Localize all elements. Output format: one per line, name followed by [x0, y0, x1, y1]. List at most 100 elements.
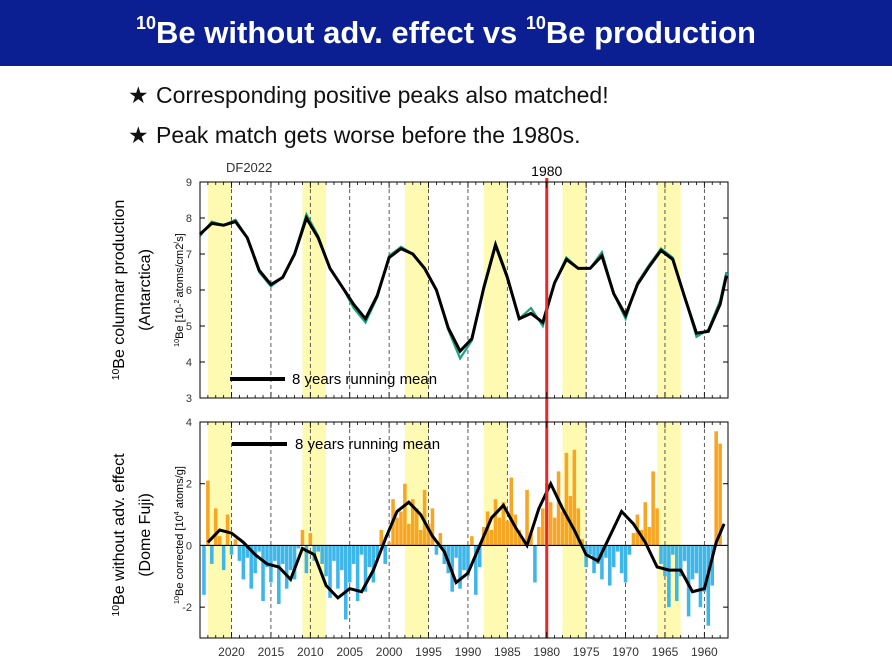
bar	[477, 545, 482, 568]
bar	[241, 545, 246, 580]
bottom-legend-label: 8 years running mean	[295, 436, 440, 453]
top-highlight-band	[404, 182, 429, 398]
top-highlight-band	[207, 182, 232, 398]
bar	[288, 545, 293, 571]
bottom-y-tick-label: -2	[182, 602, 192, 614]
x-tick-label: 2015	[258, 645, 285, 659]
bar	[529, 533, 533, 546]
x-tick-label: 1985	[494, 645, 521, 659]
bar	[217, 536, 222, 546]
top-y-tick-label: 9	[186, 177, 192, 189]
dataset-label: DF2022	[226, 160, 272, 175]
bar	[556, 471, 561, 546]
bar	[682, 545, 687, 561]
bar	[292, 545, 297, 580]
title-bar: 10Be without adv. effect vs 10Be product…	[0, 0, 892, 66]
bar	[407, 523, 411, 546]
top-y-tick-label: 4	[186, 357, 192, 369]
bottom-plot-frame	[199, 421, 729, 639]
bar	[245, 545, 250, 558]
bar	[434, 545, 439, 555]
star-icon: ★	[128, 122, 149, 148]
bar	[411, 499, 415, 546]
bar	[631, 533, 636, 546]
raw-series-line	[199, 211, 728, 361]
bar	[509, 477, 514, 546]
bar	[265, 545, 269, 568]
top-highlight-band	[657, 182, 681, 398]
bar	[403, 483, 407, 546]
bar	[261, 545, 265, 601]
bullet-text-1: Corresponding positive peaks also matche…	[156, 82, 609, 108]
x-tick-label: 1960	[691, 645, 718, 659]
bar	[541, 508, 545, 546]
bar	[718, 443, 722, 546]
bar	[458, 545, 462, 589]
bullet-item-2: ★ Peak match gets worse before the 1980s.	[128, 122, 580, 149]
bar	[655, 508, 659, 546]
top-y-axis-title: 10Be columnar production	[111, 200, 129, 381]
bar	[300, 530, 305, 546]
bar	[564, 452, 569, 546]
bar	[454, 545, 458, 558]
x-tick-label: 1995	[415, 645, 442, 659]
bar	[580, 539, 584, 546]
bar	[588, 545, 592, 555]
bar	[249, 545, 253, 589]
bar	[210, 545, 214, 564]
bar	[474, 545, 478, 595]
bottom-y-tick-label: 0	[186, 540, 192, 552]
bar	[710, 545, 715, 586]
x-tick-label: 2020	[218, 645, 245, 659]
bar	[359, 545, 364, 555]
bar	[399, 511, 403, 546]
bar	[651, 471, 655, 546]
bar	[505, 520, 510, 546]
bar	[367, 545, 372, 568]
bar	[643, 502, 648, 546]
bottom-y-tick-label: 4	[186, 417, 192, 429]
top-highlight-band	[483, 182, 508, 398]
bar	[395, 517, 399, 546]
top-y-axis-subtitle: (Antarctica)	[137, 249, 154, 331]
bottom-running-mean-line	[206, 480, 726, 600]
bar	[608, 545, 612, 586]
bar	[332, 545, 336, 561]
bar	[533, 545, 537, 583]
x-tick-label: 2005	[336, 645, 363, 659]
bar	[233, 539, 238, 546]
bar	[694, 545, 699, 574]
bar	[698, 545, 703, 608]
star-icon: ★	[128, 82, 149, 108]
bar	[489, 530, 494, 546]
bar	[324, 545, 328, 577]
x-tick-label: 1975	[573, 645, 600, 659]
x-tick-label: 2010	[297, 645, 324, 659]
top-legend-label: 8 years running mean	[292, 371, 437, 388]
bar	[517, 530, 521, 546]
bar	[202, 545, 206, 595]
x-tick-label: 1990	[455, 645, 482, 659]
bar	[237, 545, 242, 561]
bar	[596, 545, 600, 564]
bottom-y-axis-title: 10Be without adv. effect	[111, 453, 129, 617]
bar	[304, 545, 309, 574]
bar	[611, 545, 616, 568]
title-text-1: Be without adv. effect vs	[156, 15, 526, 50]
bar	[576, 508, 581, 546]
bar	[690, 545, 695, 580]
bar	[257, 545, 261, 552]
top-highlight-band	[562, 182, 587, 398]
bar	[647, 526, 651, 546]
marker-label-1980: 1980	[531, 163, 562, 179]
bar	[414, 508, 419, 546]
bottom-y-axis-subtitle: (Dome Fuji)	[137, 493, 154, 577]
title-superscript-2: 10	[525, 13, 546, 33]
bar	[714, 431, 718, 546]
bar	[371, 545, 376, 583]
bar	[213, 508, 218, 546]
bar	[702, 545, 707, 592]
bottom-y-axis-units: 10Be corrected [104 atoms/g]	[173, 466, 186, 604]
bar	[280, 545, 285, 564]
